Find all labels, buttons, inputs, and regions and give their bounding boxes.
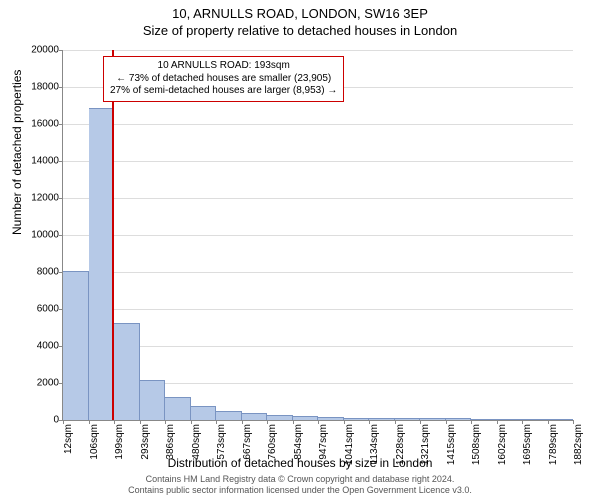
- histogram-bar: [548, 419, 574, 420]
- ytick-mark: [59, 198, 63, 199]
- callout-annotation: 10 ARNULLS ROAD: 193sqm ← 73% of detache…: [103, 56, 344, 102]
- histogram-bar: [395, 418, 421, 420]
- histogram-bar: [420, 418, 446, 420]
- title-line-1: 10, ARNULLS ROAD, LONDON, SW16 3EP: [0, 0, 600, 21]
- ytick-label: 12000: [31, 193, 59, 204]
- histogram-bar: [318, 417, 344, 420]
- gridline: [63, 124, 573, 125]
- histogram-bar: [63, 271, 89, 420]
- xtick-label: 199sqm: [114, 424, 125, 460]
- histogram-bar: [446, 418, 472, 420]
- xtick-mark: [267, 420, 268, 424]
- xtick-mark: [395, 420, 396, 424]
- xtick-mark: [318, 420, 319, 424]
- gridline: [63, 50, 573, 51]
- title-line-2: Size of property relative to detached ho…: [0, 21, 600, 38]
- histogram-bar: [522, 419, 548, 420]
- xtick-mark: [446, 420, 447, 424]
- footer-attribution: Contains HM Land Registry data © Crown c…: [0, 474, 600, 496]
- histogram-bar: [267, 415, 293, 420]
- y-axis-label: Number of detached properties: [10, 70, 24, 235]
- gridline: [63, 272, 573, 273]
- histogram-bar: [191, 406, 217, 420]
- histogram-bar: [497, 419, 523, 420]
- ytick-label: 14000: [31, 156, 59, 167]
- x-axis-label: Distribution of detached houses by size …: [0, 456, 600, 470]
- xtick-label: 386sqm: [165, 424, 176, 460]
- xtick-mark: [497, 420, 498, 424]
- xtick-mark: [165, 420, 166, 424]
- callout-line-2: ← 73% of detached houses are smaller (23…: [110, 73, 337, 86]
- gridline: [63, 235, 573, 236]
- ytick-label: 10000: [31, 230, 59, 241]
- ytick-label: 2000: [37, 378, 59, 389]
- ytick-label: 16000: [31, 119, 59, 130]
- histogram-bar: [165, 397, 191, 420]
- histogram-bar: [89, 108, 115, 420]
- histogram-bar: [242, 413, 268, 420]
- xtick-label: 480sqm: [191, 424, 202, 460]
- xtick-mark: [63, 420, 64, 424]
- xtick-label: 667sqm: [242, 424, 253, 460]
- ytick-mark: [59, 87, 63, 88]
- gridline: [63, 198, 573, 199]
- xtick-mark: [369, 420, 370, 424]
- ytick-label: 4000: [37, 341, 59, 352]
- xtick-label: 760sqm: [267, 424, 278, 460]
- chart-plot-area: 10 ARNULLS ROAD: 193sqm ← 73% of detache…: [62, 50, 573, 421]
- xtick-mark: [471, 420, 472, 424]
- ytick-mark: [59, 235, 63, 236]
- ytick-label: 8000: [37, 267, 59, 278]
- ytick-label: 6000: [37, 304, 59, 315]
- xtick-mark: [89, 420, 90, 424]
- ytick-label: 18000: [31, 82, 59, 93]
- xtick-mark: [140, 420, 141, 424]
- xtick-label: 106sqm: [89, 424, 100, 460]
- xtick-mark: [522, 420, 523, 424]
- ytick-label: 20000: [31, 45, 59, 56]
- histogram-bar: [471, 419, 497, 420]
- property-marker-line: [112, 50, 114, 420]
- histogram-bar: [216, 411, 242, 420]
- xtick-mark: [293, 420, 294, 424]
- xtick-mark: [420, 420, 421, 424]
- chart-container: 10, ARNULLS ROAD, LONDON, SW16 3EP Size …: [0, 0, 600, 500]
- xtick-label: 293sqm: [140, 424, 151, 460]
- xtick-label: 12sqm: [63, 424, 74, 454]
- footer-line-1: Contains HM Land Registry data © Crown c…: [0, 474, 600, 485]
- xtick-mark: [573, 420, 574, 424]
- xtick-mark: [114, 420, 115, 424]
- callout-line-1: 10 ARNULLS ROAD: 193sqm: [110, 60, 337, 73]
- ytick-mark: [59, 50, 63, 51]
- histogram-bar: [293, 416, 319, 420]
- xtick-mark: [216, 420, 217, 424]
- histogram-bar: [369, 418, 395, 420]
- xtick-mark: [548, 420, 549, 424]
- histogram-bar: [344, 418, 370, 420]
- gridline: [63, 309, 573, 310]
- histogram-bar: [140, 380, 166, 420]
- xtick-label: 573sqm: [216, 424, 227, 460]
- xtick-mark: [191, 420, 192, 424]
- ytick-mark: [59, 124, 63, 125]
- ytick-mark: [59, 161, 63, 162]
- gridline: [63, 161, 573, 162]
- xtick-label: 854sqm: [293, 424, 304, 460]
- histogram-bar: [114, 323, 140, 420]
- xtick-mark: [344, 420, 345, 424]
- xtick-mark: [242, 420, 243, 424]
- callout-line-3: 27% of semi-detached houses are larger (…: [110, 85, 337, 98]
- xtick-label: 947sqm: [318, 424, 329, 460]
- footer-line-2: Contains public sector information licen…: [0, 485, 600, 496]
